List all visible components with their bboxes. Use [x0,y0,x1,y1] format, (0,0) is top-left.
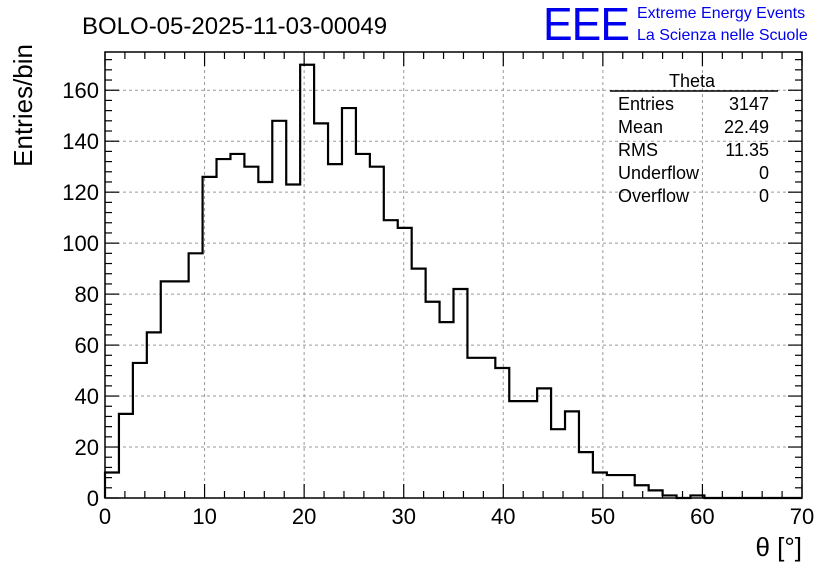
stats-row-label: Entries [618,94,674,114]
x-tick-label: 70 [790,504,814,529]
logo-line-2: La Scienza nelle Scuole [637,27,808,44]
y-tick-label: 20 [75,435,99,460]
x-tick-label: 50 [591,504,615,529]
stats-row-value: 22.49 [724,117,769,137]
y-tick-labels: 0 20 40 60 80 100 120 140 160 [62,78,99,511]
x-axis-label: θ [°] [755,532,802,562]
axis-ticks [104,52,803,499]
y-tick-label: 0 [87,486,99,511]
stats-row-value: 0 [759,186,769,206]
y-tick-label: 60 [75,333,99,358]
y-tick-label: 140 [62,129,99,154]
chart-title: BOLO-05-2025-11-03-00049 [82,13,387,40]
plot-frame [104,51,803,499]
stats-row-label: Underflow [618,163,700,183]
stats-row-value: 11.35 [725,140,769,160]
y-tick-label: 40 [75,384,99,409]
x-tick-label: 0 [99,504,111,529]
x-tick-label: 20 [292,504,316,529]
x-tick-labels: 0 10 20 30 40 50 60 70 [99,504,814,529]
stats-row-value: 0 [759,163,769,183]
y-tick-label: 80 [75,282,99,307]
x-tick-label: 10 [192,504,216,529]
stats-box: Theta Entries 3147 Mean 22.49 RMS 11.35 Underf… [610,71,778,206]
stats-rows: Entries 3147 Mean 22.49 RMS 11.35 Underflow 0 Ov… [618,94,769,206]
x-tick-label: 40 [491,504,515,529]
eee-logo: EEE Extreme Energy Events La Scienza nel… [543,0,808,50]
logo-line-1: Extreme Energy Events [637,5,805,22]
y-tick-label: 160 [62,78,99,103]
x-tick-label: 30 [391,504,415,529]
eee-logo-mark: EEE [543,0,629,50]
x-tick-label: 60 [690,504,714,529]
stats-row-value: 3147 [729,94,769,114]
y-tick-label: 120 [62,180,99,205]
stats-title: Theta [669,71,716,91]
y-tick-label: 100 [62,231,99,256]
histogram-series-line [103,63,802,500]
stats-row-label: Overflow [618,186,690,206]
stats-row-label: RMS [618,140,658,160]
grid-lines [105,52,802,498]
y-axis-label: Entries/bin [8,44,38,167]
stats-row-label: Mean [618,117,663,137]
